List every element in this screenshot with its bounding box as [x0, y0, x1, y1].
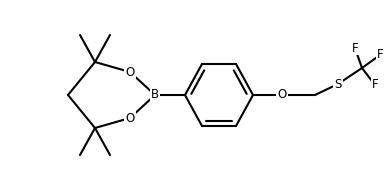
Text: F: F [377, 49, 383, 61]
Text: O: O [125, 112, 135, 124]
Text: F: F [352, 42, 358, 55]
Text: O: O [125, 65, 135, 78]
Text: S: S [334, 77, 342, 90]
Text: O: O [277, 89, 287, 102]
Text: F: F [372, 78, 378, 92]
Text: B: B [151, 89, 159, 102]
